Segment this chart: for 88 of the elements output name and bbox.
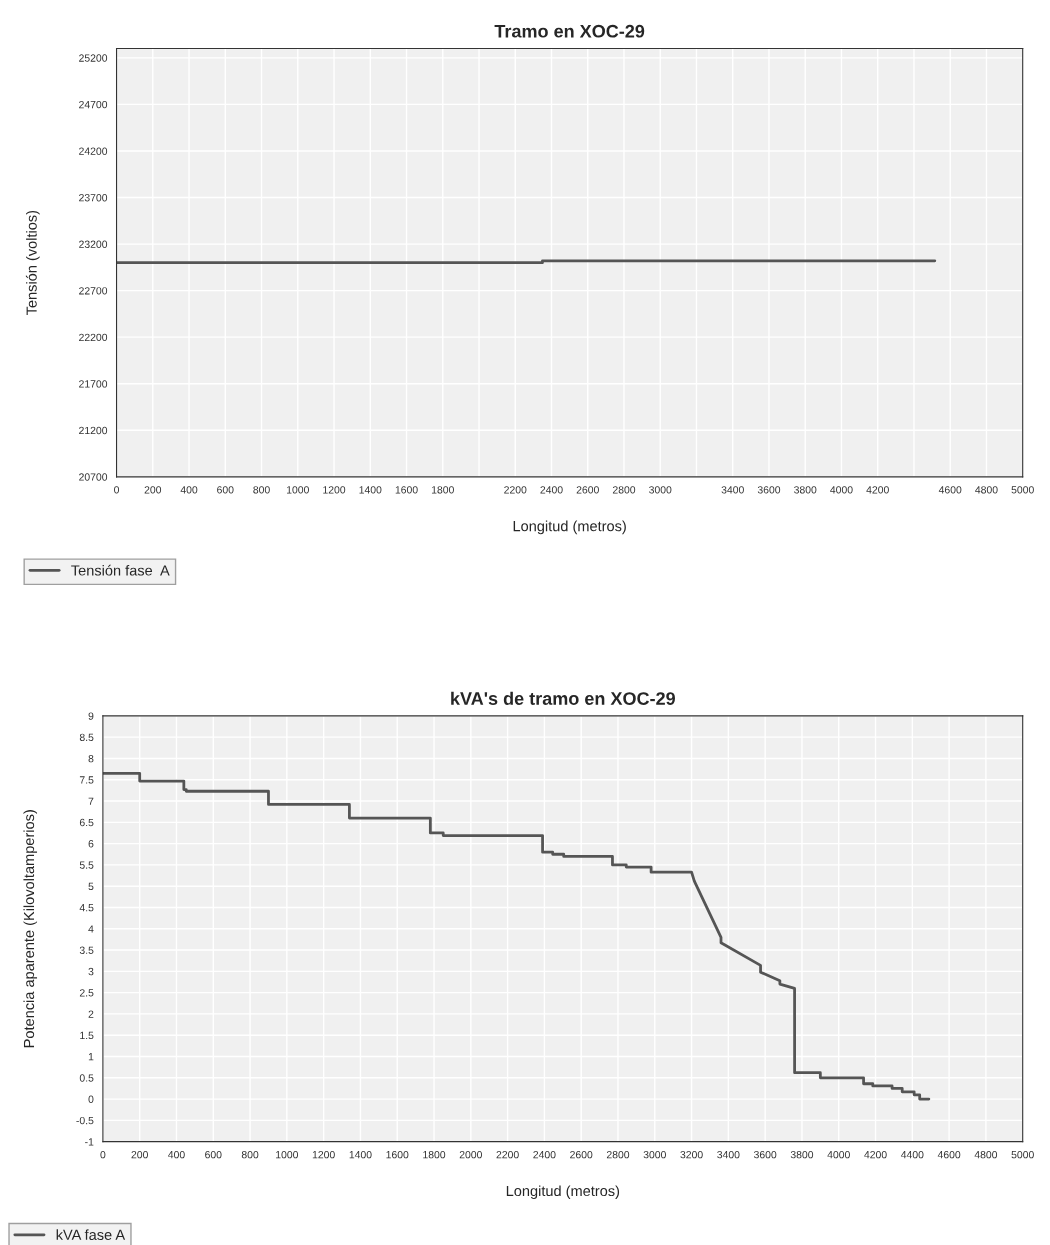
x-tick-label: 3000	[649, 486, 672, 494]
x-tick-label: 2800	[606, 1150, 630, 1159]
y-tick-label: 6.5	[79, 818, 94, 827]
y-tick-label: -0.5	[76, 1116, 94, 1125]
y-tick-label: 22200	[79, 333, 108, 342]
y-tick-label: 25200	[79, 54, 108, 62]
y-tick-label: 2	[88, 1010, 94, 1018]
x-tick-label: 600	[217, 486, 234, 494]
y-tick-label: -1	[85, 1138, 94, 1146]
y-tick-label: 8	[88, 754, 94, 763]
x-tick-label: 2600	[570, 1150, 593, 1159]
y-tick-label: 3	[88, 967, 94, 976]
x-tick-label: 1000	[286, 486, 309, 494]
y-tick-label: 4.5	[79, 904, 94, 912]
x-tick-label: 2200	[504, 486, 527, 494]
x-tick-label: 1400	[349, 1150, 372, 1159]
y-tick-label: 7.5	[79, 776, 94, 784]
y-tick-label: 5.5	[79, 861, 94, 869]
y-tick-label: 21700	[79, 380, 108, 388]
y-tick-label: 1	[88, 1053, 94, 1061]
y-tick-label: 5	[88, 882, 94, 891]
x-tick-label: 1000	[276, 1150, 299, 1159]
x-tick-label: 4800	[974, 1150, 998, 1159]
x-tick-label: 3600	[757, 486, 781, 494]
x-tick-label: 4200	[864, 1150, 887, 1159]
y-tick-label: 20700	[79, 473, 108, 481]
x-tick-label: 1600	[386, 1150, 409, 1159]
x-tick-label: 3400	[717, 1150, 740, 1159]
x-axis-title: Longitud (metros)	[506, 1185, 620, 1199]
x-tick-label: 4600	[938, 486, 962, 494]
x-tick-label: 1400	[359, 486, 382, 494]
y-tick-label: 4	[88, 925, 94, 933]
y-tick-label: 2.5	[79, 989, 94, 997]
x-tick-label: 4200	[866, 486, 889, 494]
y-tick-label: 22700	[79, 287, 108, 295]
x-tick-label: 2200	[496, 1150, 519, 1159]
x-tick-label: 800	[241, 1150, 259, 1159]
y-tick-label: 9	[88, 712, 94, 720]
y-tick-label: 24200	[79, 147, 108, 155]
x-tick-label: 3000	[643, 1150, 666, 1159]
y-axis-title: Tensión (voltios)	[25, 210, 40, 316]
y-tick-label: 23200	[79, 240, 108, 248]
x-tick-label: 2000	[459, 1150, 482, 1159]
x-tick-label: 2400	[533, 1150, 556, 1159]
x-tick-label: 3400	[721, 486, 744, 494]
x-tick-label: 5000	[1011, 1150, 1034, 1159]
x-tick-label: 3800	[794, 486, 817, 494]
y-tick-label: 1.5	[80, 1031, 94, 1040]
x-tick-label: 5000	[1011, 486, 1034, 494]
y-tick-label: 6	[88, 840, 94, 848]
legend-label: Tensión fase A	[71, 564, 170, 576]
y-tick-label: 23700	[79, 194, 108, 202]
x-tick-label: 3800	[790, 1150, 814, 1159]
y-tick-label: 21200	[79, 426, 108, 435]
x-tick-label: 800	[253, 486, 270, 494]
x-tick-label: 2800	[612, 486, 636, 494]
y-tick-label: 0.5	[79, 1074, 94, 1082]
x-tick-label: 200	[131, 1150, 148, 1159]
y-axis-title: Potencia aparente (Kilovoltamperios)	[23, 810, 38, 1048]
x-tick-label: 1800	[431, 486, 454, 494]
y-tick-label: 8.5	[79, 733, 94, 742]
x-tick-label: 4000	[827, 1150, 850, 1159]
y-tick-label: 7	[88, 797, 94, 805]
line-series	[102, 771, 931, 1101]
x-tick-label: 3200	[680, 1150, 703, 1159]
x-tick-label: 4800	[975, 486, 998, 494]
x-tick-label: 0	[114, 486, 120, 494]
x-tick-label: 1200	[312, 1150, 335, 1159]
x-tick-label: 200	[144, 486, 162, 494]
x-tick-label: 1800	[423, 1150, 446, 1159]
x-tick-label: 3600	[753, 1150, 777, 1159]
chart-title: Tramo en XOC-29	[494, 24, 645, 38]
x-tick-label: 600	[205, 1150, 222, 1159]
x-tick-label: 4000	[830, 486, 853, 494]
legend-label: kVA fase A	[56, 1229, 126, 1241]
x-tick-label: 2400	[540, 486, 563, 494]
chart-title: kVA's de tramo en XOC-29	[451, 691, 675, 705]
x-tick-label: 2600	[576, 486, 599, 494]
y-tick-label: 24700	[79, 100, 108, 109]
x-tick-label: 4400	[900, 1150, 924, 1159]
y-tick-label: 0	[88, 1095, 94, 1103]
x-tick-label: 4600	[937, 1150, 961, 1159]
x-tick-label: 1600	[395, 486, 418, 494]
x-tick-label: 400	[168, 1150, 185, 1159]
x-tick-label: 1200	[323, 486, 346, 494]
x-axis-title: Longitud (metros)	[513, 520, 626, 535]
y-tick-label: 3.5	[79, 946, 94, 954]
x-tick-label: 400	[180, 486, 198, 494]
